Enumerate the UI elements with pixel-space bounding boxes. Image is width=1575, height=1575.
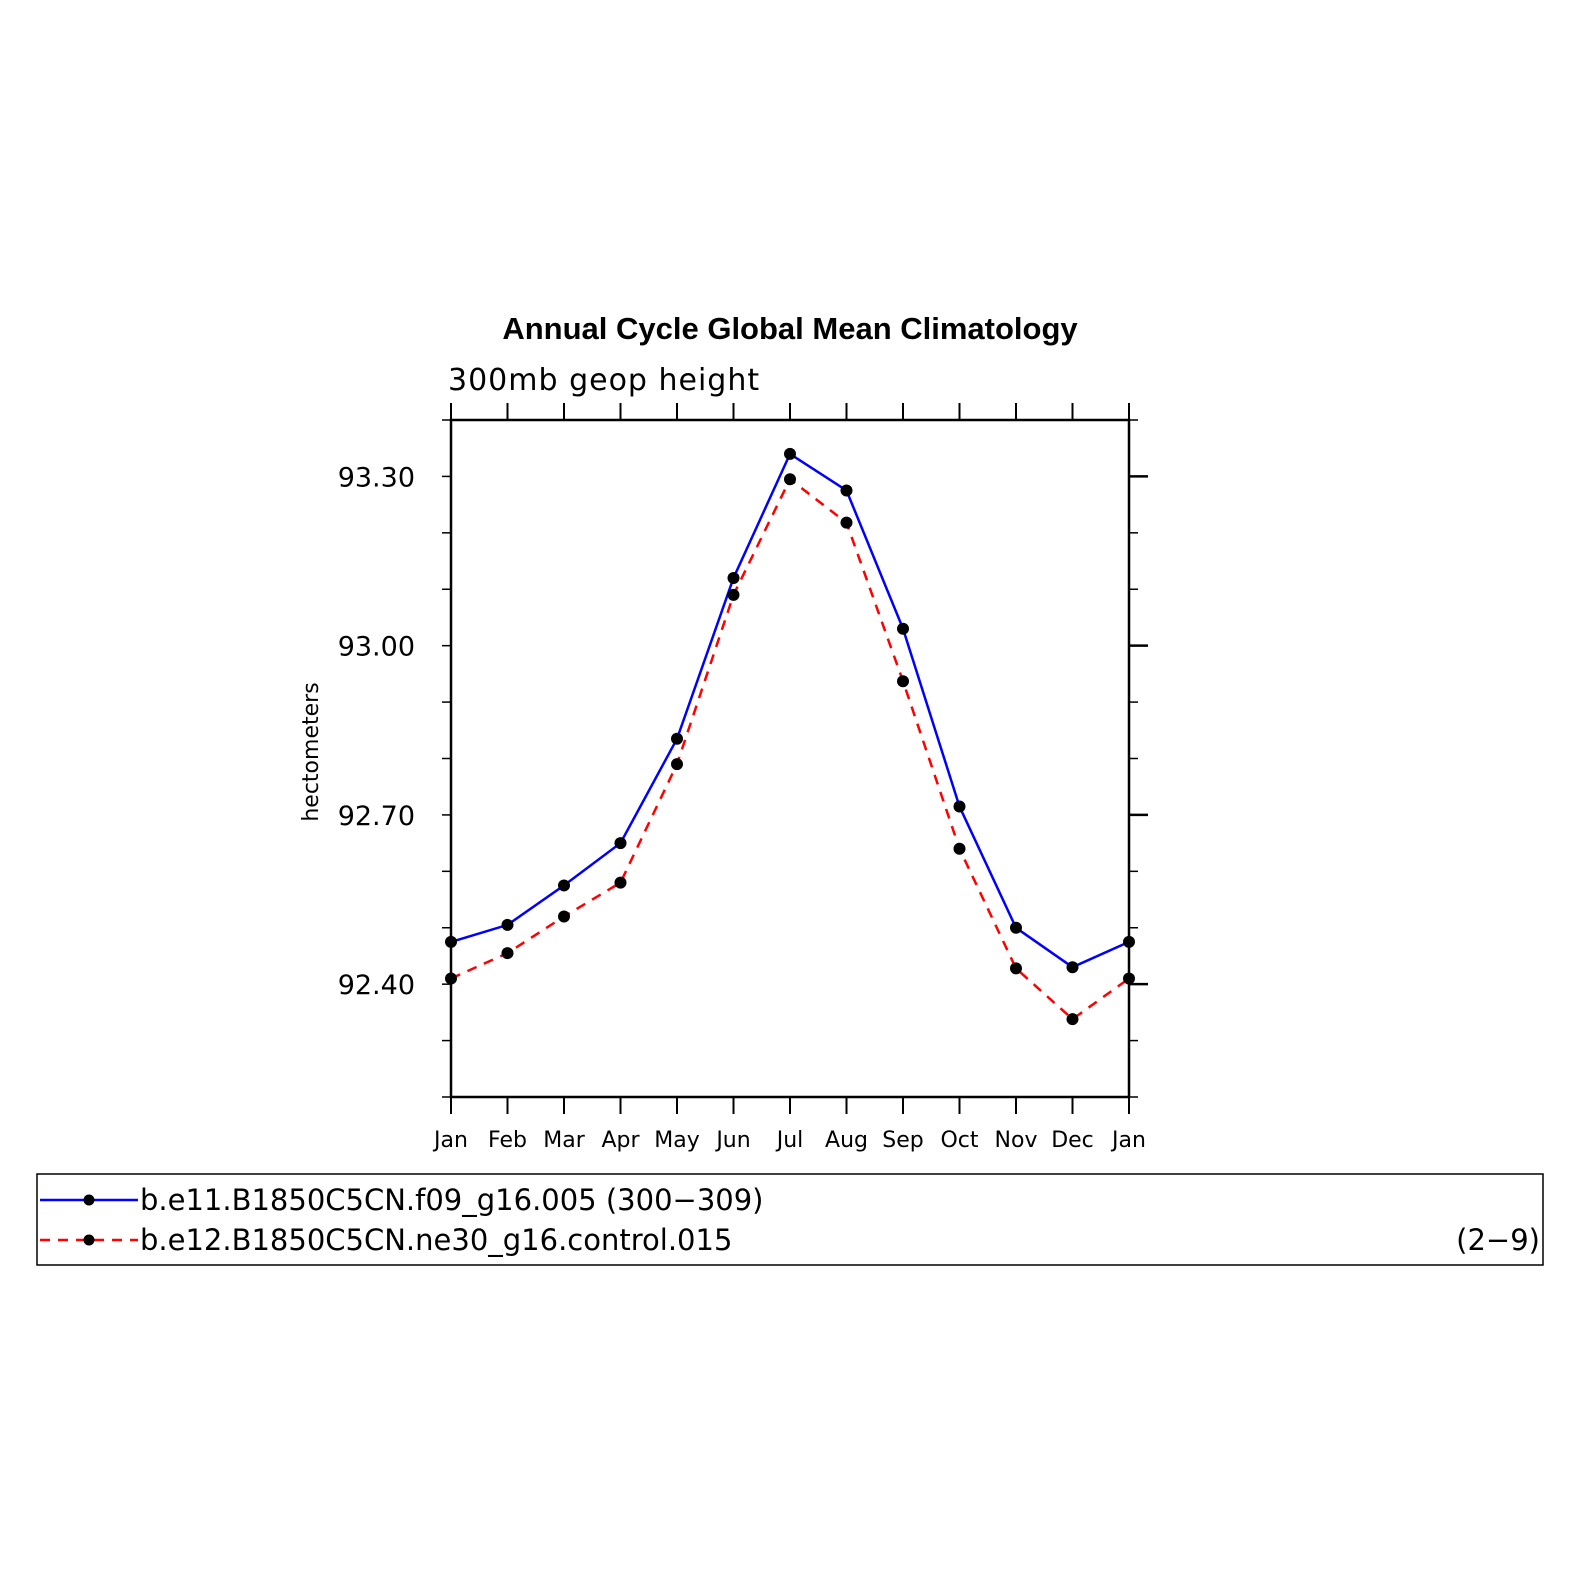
x-tick-label: Jan [432,1128,468,1153]
data-point-s2-8 [897,675,909,688]
x-tick-label: Sep [882,1128,923,1153]
legend-extra-2: (2−9) [1456,1223,1540,1257]
data-point-s1-8 [897,622,909,635]
series-layer [445,447,1135,1026]
data-point-s2-1 [501,947,514,960]
data-point-s2-12 [1123,972,1135,985]
x-tick-label: Aug [825,1128,868,1153]
data-point-s2-7 [840,516,853,529]
series-line-1 [450,452,1130,969]
series-line-2 [450,477,1130,1021]
x-tick-label: Jul [775,1128,804,1153]
x-tick-label: Jun [714,1128,750,1153]
data-point-s1-2 [558,879,570,892]
data-point-s1-10 [1010,921,1022,934]
y-tick-label: 92.70 [338,801,415,832]
y-tick-label: 92.40 [338,970,415,1001]
legend-label-1: b.e11.B1850C5CN.f09_g16.005 (300−309) [140,1183,764,1217]
chart-subtitle: 300mb geop height [448,363,760,398]
y-tick-label: 93.30 [338,462,415,493]
data-point-s1-7 [840,484,853,497]
data-point-s2-2 [558,910,570,923]
x-tick-label: Jan [1110,1128,1146,1153]
data-point-s2-10 [1010,962,1022,975]
x-tick-label: Apr [601,1128,640,1153]
x-tick-label: Dec [1051,1128,1094,1153]
data-point-s1-4 [671,732,683,745]
legend-box [36,1173,1544,1266]
x-tick-label: Oct [940,1128,978,1153]
data-point-s1-5 [727,571,740,584]
legend-marker-1 [83,1194,95,1206]
data-point-s1-12 [1123,935,1135,948]
data-point-s1-11 [1066,961,1079,974]
data-point-s2-11 [1066,1013,1079,1026]
x-tick-label: Nov [995,1128,1038,1153]
y-axis-label: hectometers [299,682,324,821]
data-point-s1-3 [614,837,627,850]
chart-title: Annual Cycle Global Mean Climatology [502,311,1078,346]
plot-frame [449,418,1131,1099]
data-point-s2-9 [953,842,966,855]
data-point-s2-3 [614,876,627,889]
axes: Jan Feb Mar Apr May Jun Jul Aug Sep Oct Nov Dec Jan 9… [338,403,1148,1153]
legend-label-2: b.e12.B1850C5CN.ne30_g16.control.015 [140,1223,732,1257]
data-point-s1-1 [501,918,514,931]
x-tick-label: Feb [488,1128,527,1153]
data-point-s2-5 [727,588,740,601]
legend-marker-2 [83,1234,95,1246]
x-tick-label: Mar [543,1128,585,1153]
x-tick-label: May [654,1128,699,1153]
data-point-s1-6 [784,447,796,460]
data-point-s2-4 [671,758,683,771]
data-point-s2-6 [784,473,796,486]
data-point-s1-9 [953,800,966,813]
data-point-s2-0 [445,972,457,985]
y-tick-label: 93.00 [338,632,415,663]
data-point-s1-0 [445,935,457,948]
